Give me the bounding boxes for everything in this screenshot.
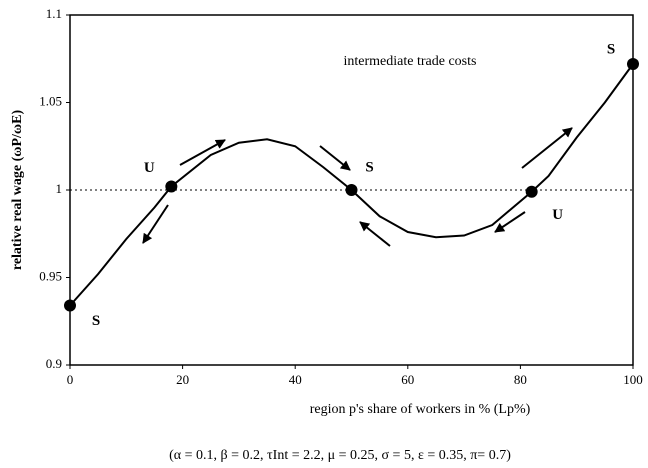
x-tick-label: 100 — [623, 372, 643, 387]
y-axis-label: relative real wage (ωP/ωE) — [10, 110, 25, 271]
arrow — [359, 221, 391, 247]
point-label: U — [144, 160, 155, 176]
arrow — [521, 127, 573, 169]
x-tick-label: 80 — [514, 372, 527, 387]
equilibrium-point — [165, 180, 178, 193]
point-label: S — [607, 41, 615, 57]
equilibrium-point — [64, 299, 76, 312]
annotation: intermediate trade costs — [344, 54, 477, 69]
arrows — [142, 127, 573, 247]
y-tick-label: 0.95 — [39, 268, 62, 283]
arrow — [179, 139, 226, 166]
point-label: S — [365, 159, 373, 175]
footnote: (α = 0.1, β = 0.2, τInt = 2.2, μ = 0.25,… — [169, 448, 511, 463]
y-tick-label: 0.9 — [46, 356, 62, 371]
y-tick-label: 1.1 — [46, 6, 62, 21]
arrow — [494, 211, 526, 233]
x-axis-label: region p's share of workers in % (Lp%) — [310, 402, 531, 417]
arrow — [142, 204, 169, 244]
y-tick-label: 1 — [56, 181, 63, 196]
equilibrium-point — [627, 58, 639, 70]
equilibrium-point — [525, 185, 538, 198]
x-tick-label: 20 — [176, 372, 189, 387]
point-label: S — [92, 313, 100, 329]
arrow — [319, 145, 351, 171]
y-tick-label: 1.05 — [39, 93, 62, 108]
point-label: U — [552, 207, 563, 223]
x-tick-label: 0 — [67, 372, 74, 387]
equilibrium-point — [345, 184, 358, 196]
x-tick-label: 40 — [289, 372, 302, 387]
x-tick-label: 60 — [401, 372, 414, 387]
